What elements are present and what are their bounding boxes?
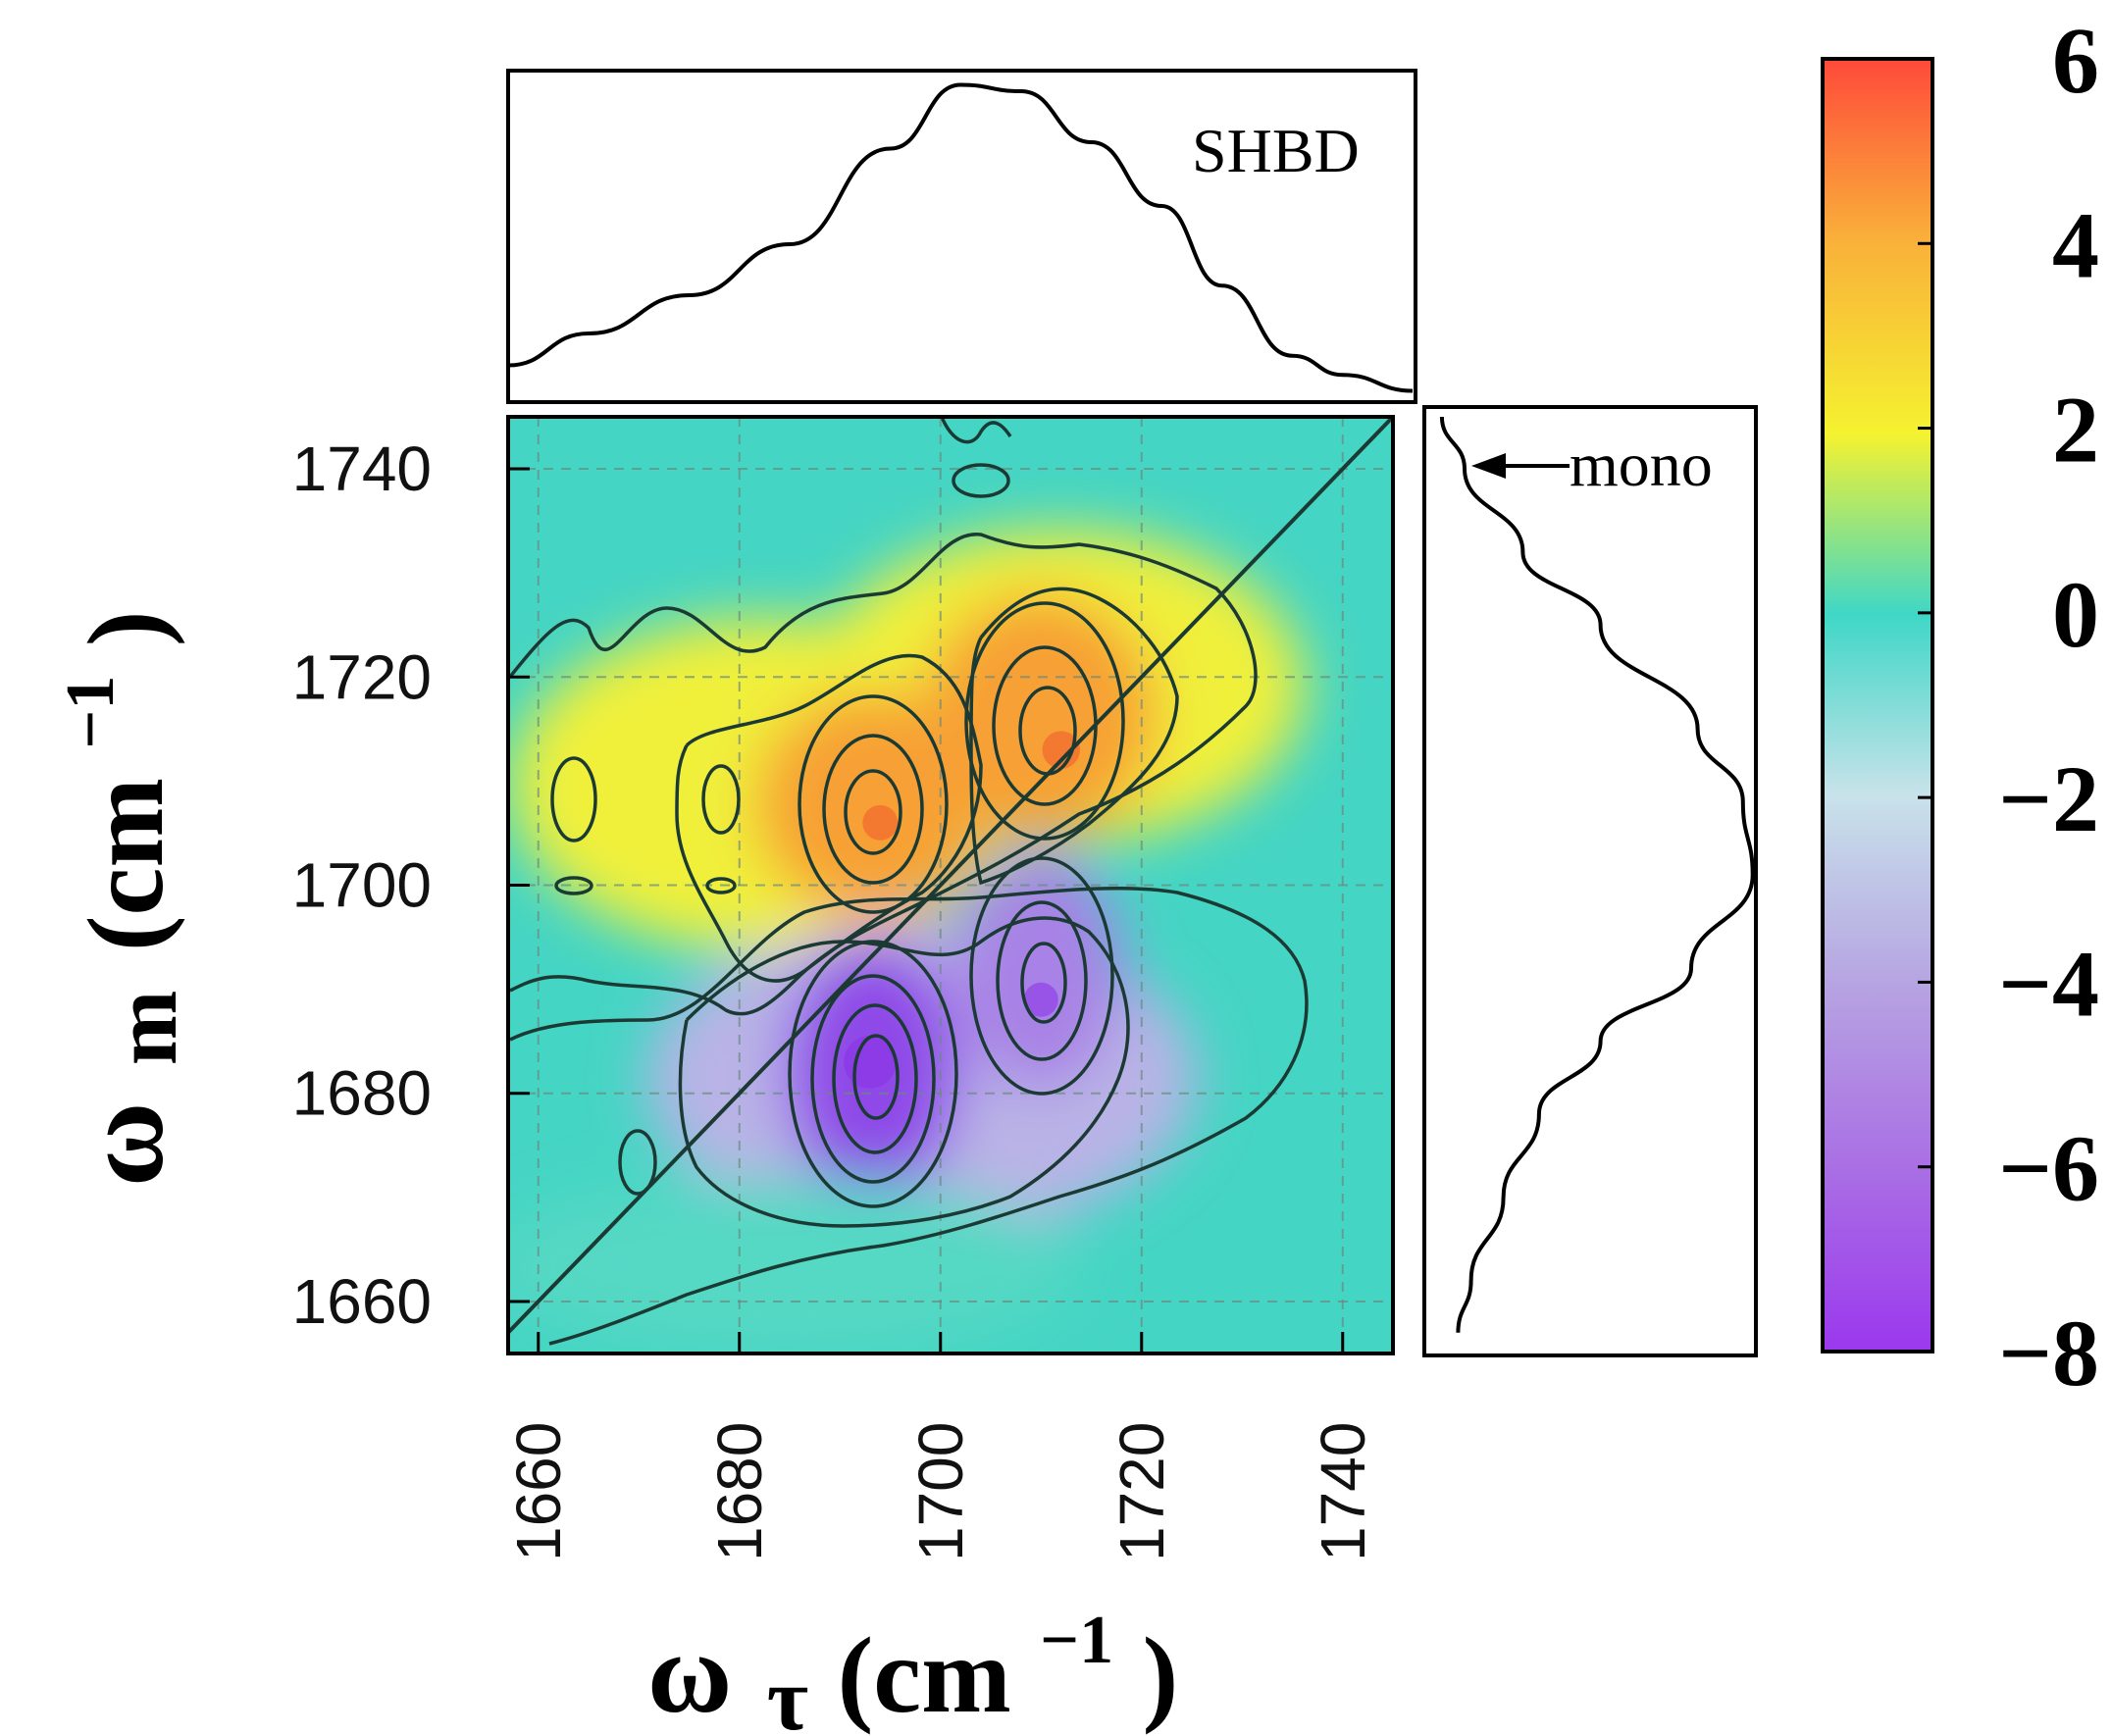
x-axis-title-exponent: −1	[1040, 1603, 1113, 1678]
contour-small-bottom	[618, 1129, 657, 1196]
colorbar: 6 4 2 0 −2 −4 −6 −8	[1821, 8, 2099, 1405]
contour-purple-b-3	[1020, 942, 1067, 1024]
peak-0	[862, 804, 899, 841]
y-axis-title: ω m (cm −1 )	[10, 610, 201, 1187]
contour-lines	[508, 417, 1309, 1346]
x-tick-label-4: 1740	[1308, 1422, 1378, 1561]
x-tick-label-0: 1660	[503, 1422, 574, 1561]
contour-purple-a-4	[852, 1034, 900, 1120]
y-tick-label-0: 1660	[292, 1266, 432, 1337]
y-axis-title-exponent: −1	[53, 676, 129, 749]
contour-small-left-4	[705, 877, 737, 894]
contour-small-left-2	[701, 764, 741, 835]
x-axis-title: ω τ (cm −1 )	[647, 1559, 1178, 1736]
peak-layer	[844, 731, 1080, 1089]
contour-top-small	[952, 463, 1010, 498]
grid-layer	[508, 417, 1393, 1353]
contour-top-wiggle	[940, 417, 1012, 444]
right-panel-frame	[1422, 405, 1758, 1357]
contour-lavender	[678, 916, 1130, 1228]
y-tick-label-2: 1700	[292, 850, 432, 921]
mono-arrow-head	[1471, 453, 1506, 479]
diagonal-line	[508, 417, 1393, 1335]
top-panel-frame	[506, 69, 1417, 404]
main-2d-panel: 1660 1680 1700 1720 1740 1660 1680 1700 1720 174…	[292, 415, 1395, 1561]
x-axis-title-close: )	[1143, 1615, 1179, 1735]
colorbar-ticks: 6 4 2 0 −2 −4 −6 −8	[1918, 8, 2099, 1405]
y-tick-label-3: 1720	[292, 641, 432, 712]
x-tick-label-1: 1680	[704, 1422, 775, 1561]
purple-region-b	[956, 853, 1123, 1089]
x-axis-title-units: (cm	[838, 1615, 1011, 1735]
colorbar-tick-label-4: −2	[1998, 746, 2099, 851]
colorbar-tick-label-7: −8	[1998, 1301, 2099, 1405]
contour-small-left-1	[550, 756, 597, 842]
top-spectrum-label: SHBD	[1192, 116, 1360, 185]
x-axis-title-subscript: τ	[767, 1649, 808, 1736]
svg-text:ω m (cm −1: ω m (cm −1 )	[10, 610, 201, 1187]
contour-orange-b-1	[964, 601, 1125, 841]
y-tick-label-1: 1680	[292, 1058, 432, 1129]
y-axis-ticks: 1660 1680 1700 1720 1740	[292, 434, 530, 1337]
right-spectrum-line	[1439, 416, 1755, 1333]
y-tick-label-4: 1740	[292, 434, 432, 504]
peak-2	[844, 1036, 897, 1089]
contour-orange-a-2	[822, 734, 924, 885]
x-tick-label-3: 1720	[1107, 1422, 1177, 1561]
colorbar-tick-label-5: −4	[1998, 931, 2099, 1036]
right-spectrum-panel: mono	[1422, 405, 1758, 1357]
top-spectrum-line	[507, 82, 1414, 393]
y-axis-title-symbol: ω	[59, 1102, 187, 1187]
contour-purple-b-2	[996, 900, 1088, 1061]
contour-yellow-right	[969, 587, 1179, 886]
contour-outer-positive	[508, 533, 1258, 1016]
contour-purple-a-1	[788, 940, 958, 1208]
y-axis-title-subscript: m	[95, 991, 195, 1066]
contour-small-left-3	[554, 876, 593, 895]
x-tick-label-2: 1700	[905, 1422, 976, 1561]
colorbar-tick-label-3: 0	[2052, 562, 2099, 667]
colorbar-tick-label-1: 4	[2052, 192, 2099, 297]
peak-1	[1042, 731, 1080, 769]
svg-text:ω τ (cm −1: ω τ (cm −1 )	[647, 1559, 1178, 1736]
colorbar-gradient	[1821, 57, 1934, 1353]
y-axis-title-units: (cm	[66, 778, 185, 951]
contour-orange-a-3	[844, 769, 902, 855]
top-spectrum-panel: SHBD	[506, 69, 1417, 404]
colorbar-tick-label-6: −6	[1998, 1116, 2099, 1221]
colorbar-tick-label-0: 6	[2052, 8, 2099, 113]
right-spectrum-label: mono	[1570, 430, 1713, 499]
x-axis-ticks: 1660 1680 1700 1720 1740	[503, 1332, 1378, 1561]
x-axis-title-symbol: ω	[647, 1608, 732, 1736]
contour-purple-a-3	[832, 1003, 918, 1154]
contour-purple-a-2	[810, 974, 936, 1184]
contour-orange-a-1	[798, 694, 949, 914]
contour-purple-b-1	[969, 856, 1114, 1096]
colorbar-tick-label-2: 2	[2052, 378, 2099, 483]
heatmap-fill	[508, 417, 1393, 1353]
contour-outer-negative	[509, 886, 1309, 1346]
contour-yellow-left	[675, 653, 983, 983]
peak-3	[1023, 982, 1058, 1017]
y-axis-title-close: )	[66, 610, 185, 646]
